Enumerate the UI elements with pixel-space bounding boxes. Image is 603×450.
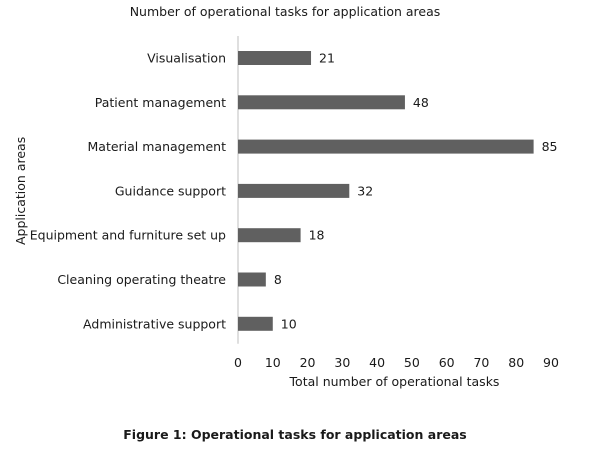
data-label: 10 bbox=[281, 316, 297, 331]
chart-title: Number of operational tasks for applicat… bbox=[129, 4, 441, 19]
data-label: 85 bbox=[542, 139, 558, 154]
category-label: Cleaning operating theatre bbox=[57, 272, 226, 287]
x-tick-label: 20 bbox=[300, 355, 316, 370]
x-tick-label: 30 bbox=[334, 355, 350, 370]
bar bbox=[238, 51, 312, 65]
x-axis-title: Total number of operational tasks bbox=[289, 374, 500, 389]
bar bbox=[238, 139, 534, 154]
data-label: 8 bbox=[274, 272, 282, 287]
category-label: Administrative support bbox=[83, 316, 226, 331]
bar bbox=[238, 316, 273, 331]
category-label: Visualisation bbox=[147, 51, 226, 66]
x-tick-label: 40 bbox=[369, 355, 385, 370]
category-label: Material management bbox=[88, 139, 227, 154]
x-tick-label: 10 bbox=[265, 355, 281, 370]
data-label: 21 bbox=[319, 51, 335, 66]
x-tick-label: 0 bbox=[234, 355, 242, 370]
figure-caption: Figure 1: Operational tasks for applicat… bbox=[123, 427, 467, 442]
category-label: Equipment and furniture set up bbox=[30, 228, 226, 243]
x-tick-label: 80 bbox=[508, 355, 524, 370]
category-label: Guidance support bbox=[115, 183, 226, 198]
category-label: Patient management bbox=[95, 95, 226, 110]
data-label: 32 bbox=[357, 183, 373, 198]
y-axis-title: Application areas bbox=[13, 137, 28, 245]
x-tick-label: 70 bbox=[473, 355, 489, 370]
x-tick-label: 90 bbox=[543, 355, 559, 370]
data-label: 48 bbox=[413, 95, 429, 110]
bar-chart: Visualisation 21 Patient management 48 Mater… bbox=[13, 36, 559, 389]
x-tick-label: 60 bbox=[439, 355, 455, 370]
bar bbox=[238, 95, 405, 110]
bar bbox=[238, 183, 350, 198]
x-tick-label: 50 bbox=[404, 355, 420, 370]
bar bbox=[238, 272, 266, 287]
bar bbox=[238, 228, 301, 243]
data-label: 18 bbox=[309, 228, 325, 243]
